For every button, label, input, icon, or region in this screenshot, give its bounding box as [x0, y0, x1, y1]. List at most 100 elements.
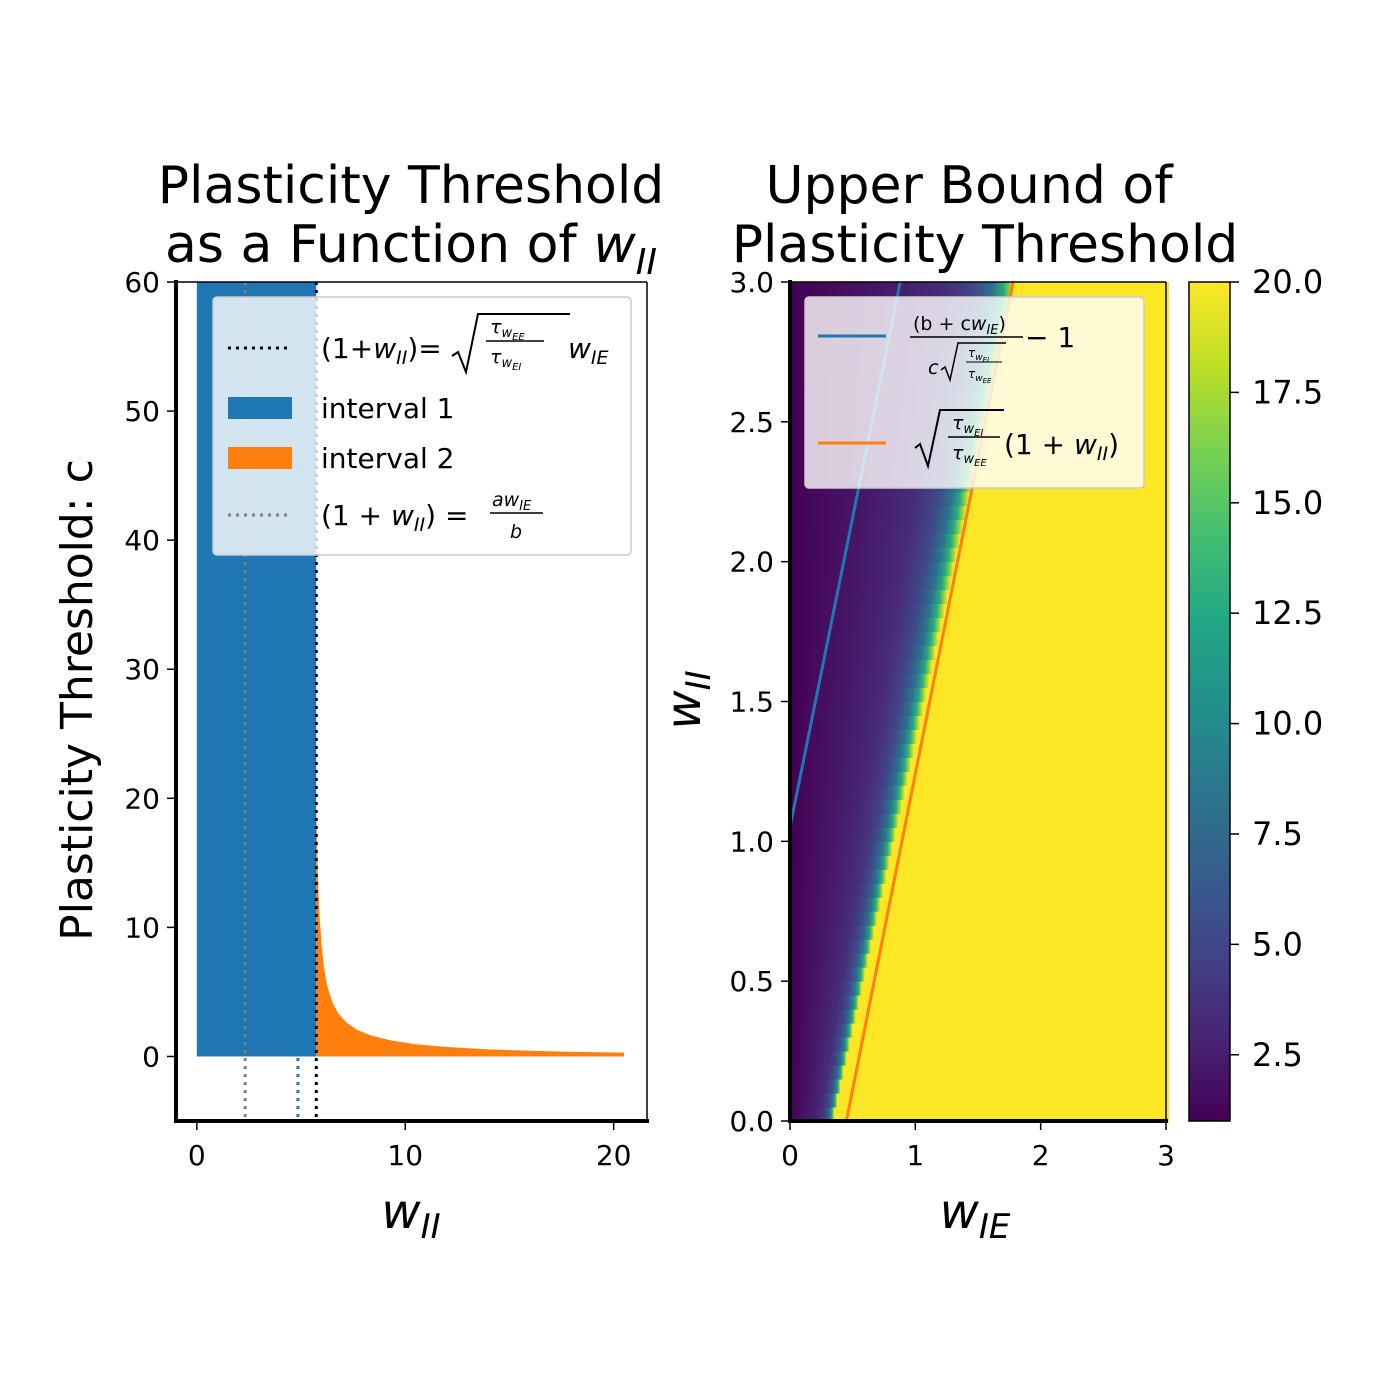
- heatmap-row: [792, 1008, 856, 1024]
- heatmap-row: [792, 952, 868, 968]
- legend-label-linear-relation: (1 + wII) =: [321, 499, 468, 536]
- heatmap-row: [792, 519, 963, 535]
- left-ytick-label: 30: [124, 653, 160, 686]
- heatmap-row: [792, 645, 936, 661]
- heatmap-row: [792, 826, 896, 842]
- right-y-ticks: 0.0 0.5 1.0 1.5 2.0 2.5 3.0: [729, 266, 790, 1138]
- legend-minus-one: − 1: [1025, 321, 1075, 354]
- heatmap-row: [792, 589, 948, 605]
- right-legend: (b + cwIE) c τwEI τwEE − 1 τwEI τwEE (1 …: [804, 296, 1145, 489]
- left-legend: (1+wII)= τwEE τwEI wIE interval 1 interv…: [212, 296, 632, 556]
- right-xtick-label: 3: [1157, 1139, 1175, 1172]
- heatmap-row: [792, 896, 881, 912]
- heatmap-row: [792, 673, 930, 689]
- heatmap-row: [792, 282, 1015, 297]
- left-ytick-label: 10: [124, 911, 160, 944]
- left-x-axis-label: wII: [381, 1184, 440, 1247]
- heatmap-row: [792, 756, 911, 772]
- heatmap-row: [792, 966, 865, 982]
- left-title-line2: as a Function of wII: [165, 215, 657, 283]
- heatmap-row: [792, 728, 917, 744]
- heatmap-row: [792, 701, 923, 716]
- heatmap-row: [792, 1050, 847, 1066]
- left-ytick-label: 40: [124, 524, 160, 557]
- legend-patch-interval-2: [228, 447, 292, 469]
- right-xtick-label: 0: [781, 1139, 799, 1172]
- heatmap-row: [792, 798, 902, 814]
- right-title-line1: Upper Bound of: [765, 156, 1174, 216]
- left-ytick-label: 50: [124, 395, 160, 428]
- legend-sqrt-sign-3: [914, 409, 1004, 470]
- legend-denominator-c: c: [928, 357, 939, 379]
- left-y-axis-label: Plasticity Threshold: c: [52, 459, 103, 941]
- legend-tau-wei: τwEI: [490, 346, 521, 373]
- legend-numerator: (b + cwIE): [913, 313, 1006, 338]
- legend-label-interval-1: interval 1: [321, 392, 454, 425]
- colorbar-tick-label: 7.5: [1252, 815, 1303, 853]
- colorbar-ticks: 2.5 5.0 7.5 10.0 12.5 15.0 17.5 20.0: [1230, 263, 1323, 1074]
- colorbar-tick-label: 12.5: [1252, 594, 1323, 632]
- heatmap-row: [792, 812, 899, 828]
- heatmap-row: [792, 547, 957, 563]
- heatmap-row: [792, 742, 914, 758]
- right-x-ticks: 0 1 2 3: [781, 1121, 1175, 1172]
- left-xtick-label: 20: [596, 1139, 632, 1172]
- legend-tau-wei-small: τwEI: [968, 346, 989, 364]
- right-y-axis-label: wII: [656, 670, 719, 729]
- right-legend-box: [804, 296, 1145, 489]
- heatmap-row: [792, 714, 920, 730]
- left-x-ticks: 0 10 20: [188, 1121, 632, 1172]
- colorbar-tick-label: 10.0: [1252, 705, 1323, 743]
- right-xtick-label: 2: [1032, 1139, 1050, 1172]
- heatmap-row: [792, 575, 951, 591]
- heatmap-row: [792, 784, 905, 800]
- heatmap-row: [792, 868, 887, 884]
- right-ytick-label: 2.0: [729, 546, 774, 579]
- heatmap-row: [792, 1078, 841, 1094]
- colorbar-tick-label: 17.5: [1252, 373, 1323, 411]
- right-ytick-label: 3.0: [729, 266, 774, 299]
- heatmap-row: [792, 994, 859, 1010]
- left-ytick-label: 20: [124, 782, 160, 815]
- left-legend-box: [212, 296, 632, 556]
- heatmap-row: [792, 687, 927, 702]
- heatmap-row: [792, 938, 872, 954]
- legend-label-sqrt-relation: (1+wII)=: [321, 332, 442, 369]
- colorbar-tick-label: 5.0: [1252, 925, 1303, 963]
- heatmap-row: [792, 924, 875, 940]
- legend-w-ie: wIE: [568, 332, 609, 369]
- legend-aw-ie: awIE: [492, 489, 532, 514]
- heatmap-row: [792, 770, 908, 786]
- heatmap-row: [792, 491, 969, 507]
- right-title-line2: Plasticity Threshold: [732, 215, 1239, 275]
- left-ytick-label: 60: [124, 266, 160, 299]
- heatmap-row: [792, 1064, 844, 1080]
- colorbar-tick-label: 20.0: [1252, 263, 1323, 301]
- heatmap-row: [792, 505, 966, 521]
- heatmap-row: [792, 910, 878, 926]
- legend-patch-interval-1: [228, 397, 292, 419]
- colorbar-tick-label: 15.0: [1252, 484, 1323, 522]
- legend-sqrt-sign: [451, 313, 570, 376]
- heatmap-row: [792, 840, 893, 856]
- right-x-axis-label: wIE: [940, 1184, 1011, 1247]
- heatmap-row: [792, 561, 954, 577]
- right-ytick-label: 1.5: [729, 686, 774, 719]
- right-ytick-label: 2.5: [729, 406, 774, 439]
- heatmap-row: [792, 882, 884, 898]
- left-title-line1: Plasticity Threshold: [158, 156, 665, 216]
- heatmap-row: [792, 617, 942, 633]
- left-y-ticks: 0 10 20 30 40 50 60: [124, 266, 176, 1073]
- legend-tau-wee: τwEE: [490, 316, 525, 343]
- heatmap-row: [792, 631, 939, 647]
- left-xtick-label: 10: [387, 1139, 423, 1172]
- heatmap-row: [792, 1022, 853, 1038]
- right-ytick-label: 0.5: [729, 965, 774, 998]
- left-chart: Plasticity Threshold as a Function of wI…: [52, 156, 664, 1247]
- legend-one-plus-wii: (1 + wII): [1004, 428, 1119, 465]
- right-chart: Upper Bound of Plasticity Threshold 0 1 2 3…: [656, 156, 1323, 1247]
- right-ytick-label: 1.0: [729, 825, 774, 858]
- legend-tau-wee-2: τwEE: [952, 442, 987, 469]
- heatmap-row: [792, 659, 933, 675]
